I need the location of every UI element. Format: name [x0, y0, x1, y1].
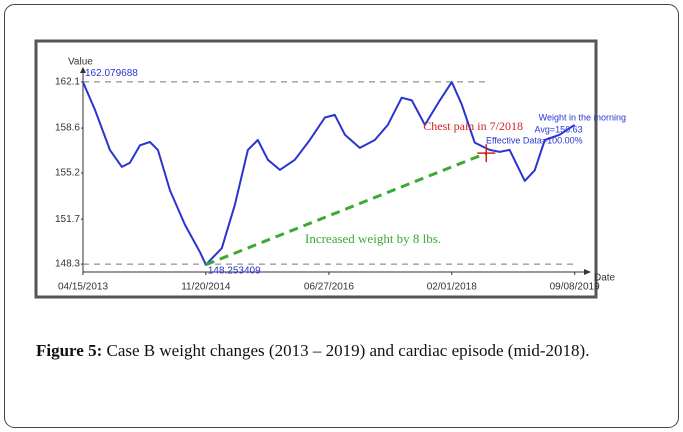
caption-label: Figure 5:: [36, 341, 103, 360]
y-axis-label: Value: [68, 57, 93, 68]
y-tick-label: 151.7: [55, 214, 80, 225]
x-tick-label: 11/20/2014: [181, 282, 231, 293]
max-label: 162.079688: [85, 68, 138, 79]
x-axis-arrow: [584, 269, 591, 275]
trend-label: Increased weight by 8 lbs.: [305, 231, 441, 246]
y-tick-label: 148.3: [55, 259, 80, 270]
x-tick-label: 09/08/2019: [550, 282, 600, 293]
series-line: [82, 81, 576, 266]
stat-label: Effective Data=100.00%: [486, 135, 583, 145]
y-tick-label: 155.2: [55, 168, 80, 179]
y-tick-label: 158.6: [55, 123, 80, 134]
x-axis-label: Date: [594, 273, 616, 284]
min-label: 148.253409: [208, 265, 261, 276]
stat-label: Avg=156.63: [534, 124, 582, 134]
x-tick-label: 02/01/2018: [427, 282, 477, 293]
x-tick-label: 06/27/2016: [304, 282, 354, 293]
y-tick-label: 162.1: [55, 77, 80, 88]
legend-label: Weight in the morning: [539, 112, 626, 122]
event-marker: [477, 144, 496, 163]
caption-text: Case B weight changes (2013 – 2019) and …: [102, 341, 590, 360]
caption: Figure 5: Case B weight changes (2013 – …: [36, 338, 648, 363]
y-axis-arrow: [80, 67, 86, 73]
x-tick-label: 04/15/2013: [58, 282, 108, 293]
chart-frame: [34, 39, 598, 299]
trend-line: [205, 151, 487, 267]
frame: [4, 4, 679, 428]
event-label: Chest pain in 7/2018: [423, 119, 523, 133]
